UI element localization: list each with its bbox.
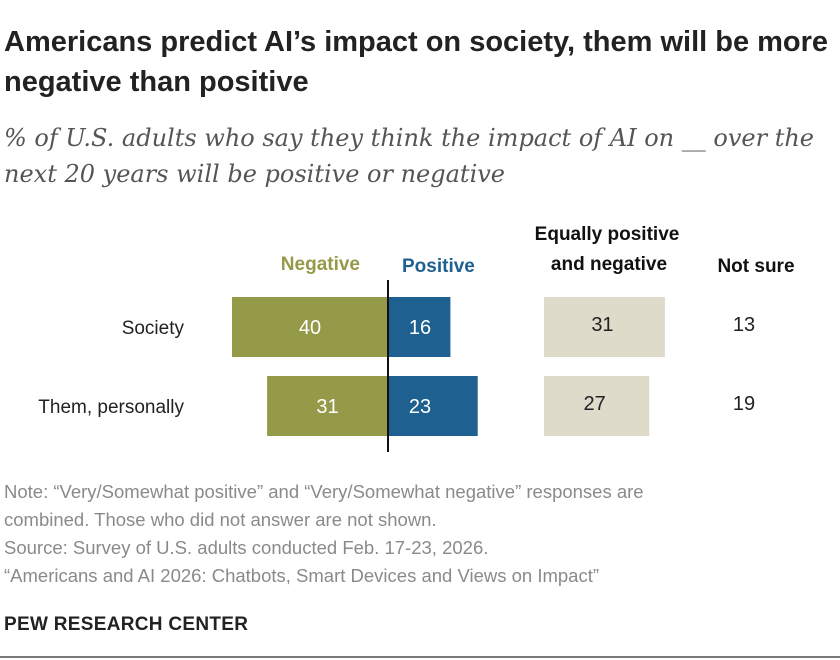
note-line-2: combined. Those who did not answer are n… [4,509,437,530]
category-label: Society [122,318,185,339]
header-equally-line2: and negative [551,254,667,275]
bar-equally-label: 31 [591,314,613,336]
bar-equally [544,297,665,357]
chart-title: Americans predict AI’s impact on society… [4,26,829,98]
bar-negative [232,297,388,357]
category-label: Them, personally [38,397,184,418]
note-line-1: Note: “Very/Somewhat positive” and “Very… [4,481,644,502]
bar-equally [544,376,650,436]
chart-subtitle: % of U.S. adults who say they think the … [4,124,815,188]
pew-logo-text: PEW RESEARCH CENTER [4,614,249,635]
report-line: “Americans and AI 2026: Chatbots, Smart … [4,565,600,586]
bar-positive-label: 23 [409,396,431,418]
bar-negative-label: 31 [316,396,338,418]
bar-negative [267,376,388,436]
bar-positive [388,376,478,436]
header-equally-line1: Equally positive [535,224,680,245]
legend-negative: Negative [281,254,360,275]
notes: Note: “Very/Somewhat positive” and “Very… [4,478,838,590]
bar-positive [388,297,451,357]
header-not-sure: Not sure [717,256,794,277]
bar-negative-label: 40 [299,317,321,339]
bottom-rule [0,656,840,658]
diverging-bar-chart: Negative Positive Equally positive and n… [38,224,795,452]
bar-positive-label: 16 [409,317,431,339]
legend-positive: Positive [402,256,475,277]
source-line: Source: Survey of U.S. adults conducted … [4,537,489,558]
not-sure-value: 13 [733,314,755,336]
bar-equally-label: 27 [584,393,606,415]
not-sure-value: 19 [733,393,755,415]
